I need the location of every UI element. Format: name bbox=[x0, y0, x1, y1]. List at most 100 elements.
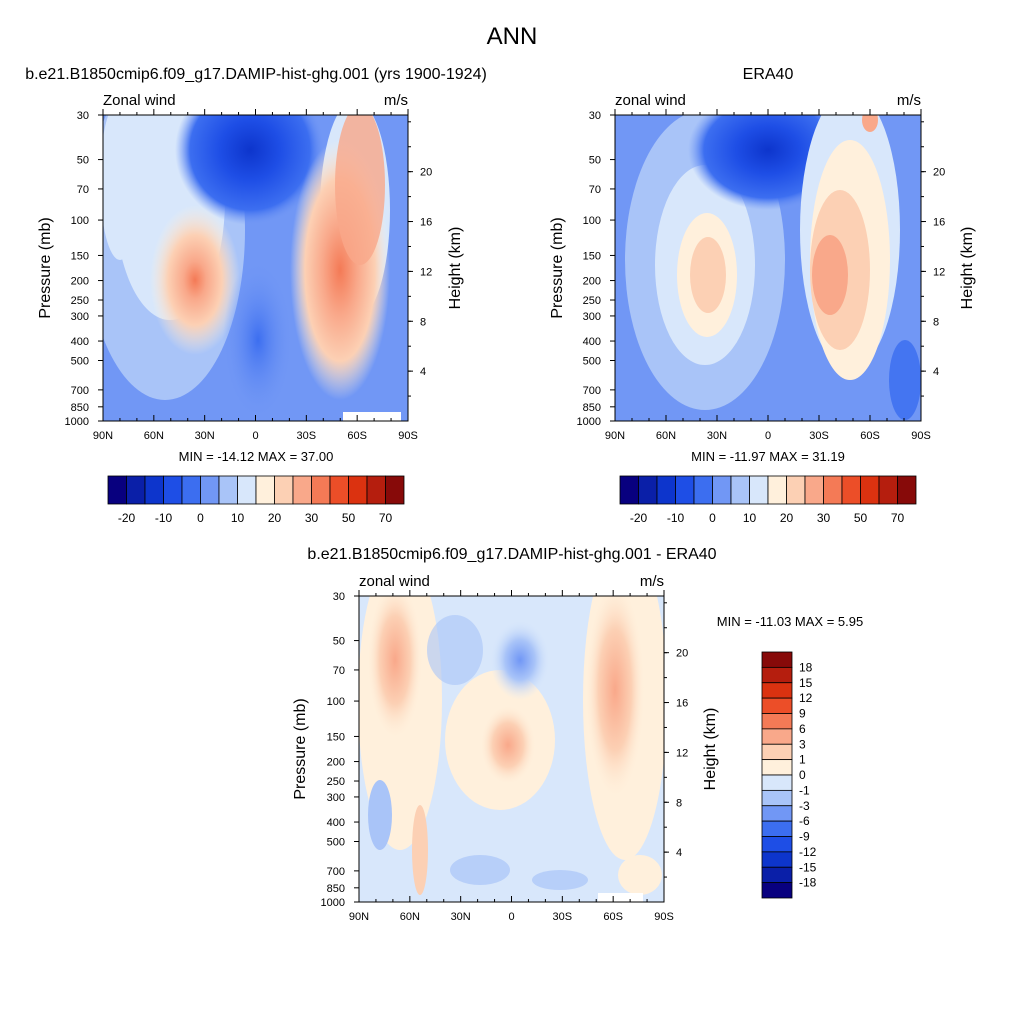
colorbar-swatch bbox=[761, 805, 793, 822]
y-tick-label: 200 bbox=[71, 276, 89, 288]
y-tick-label: 700 bbox=[583, 385, 601, 397]
colorbar-swatch bbox=[348, 475, 368, 505]
colorbar-label: 70 bbox=[379, 511, 393, 525]
y-tick-label: 150 bbox=[583, 250, 601, 262]
x-tick-label: 90S bbox=[654, 911, 674, 923]
y-tick-label: 700 bbox=[71, 385, 89, 397]
x-tick-label: 90N bbox=[605, 430, 625, 442]
x-tick-label: 30S bbox=[809, 430, 829, 442]
colorbar-swatch bbox=[693, 475, 713, 505]
colorbar-label: 12 bbox=[799, 691, 813, 705]
colorbar-swatch bbox=[841, 475, 861, 505]
y-tick-label: 500 bbox=[327, 837, 345, 849]
y2-tick-label: 4 bbox=[676, 847, 682, 859]
colorbar-label: 0 bbox=[197, 511, 204, 525]
colorbar-label: 30 bbox=[305, 511, 319, 525]
colorbar-swatch bbox=[804, 475, 824, 505]
x-tick-label: 60N bbox=[144, 430, 164, 442]
y-tick-label: 400 bbox=[583, 336, 601, 348]
panel-obs-y2-axis: 20 16 12 8 4 bbox=[921, 121, 945, 397]
colorbar-swatch bbox=[761, 759, 793, 776]
colorbar-label: -3 bbox=[799, 799, 810, 813]
colorbar-label: -20 bbox=[118, 511, 136, 525]
colorbar-swatch bbox=[181, 475, 201, 505]
y-tick-label: 1000 bbox=[65, 416, 89, 428]
y-tick-label: 250 bbox=[583, 295, 601, 307]
colorbar-swatch bbox=[761, 666, 793, 684]
panel-diff-title: b.e21.B1850cmip6.f09_g17.DAMIP-hist-ghg.… bbox=[307, 546, 716, 563]
panel-diff-y-axis: 30 50 70 100 150 200 250 300 400 500 700 850 1000 bbox=[321, 591, 359, 909]
panel-diff: b.e21.B1850cmip6.f09_g17.DAMIP-hist-ghg.… bbox=[292, 546, 863, 923]
x-tick-label: 90S bbox=[911, 430, 931, 442]
y-tick-label: 700 bbox=[327, 866, 345, 878]
panel-model: b.e21.B1850cmip6.f09_g17.DAMIP-hist-ghg.… bbox=[25, 66, 487, 525]
panel-diff-x-axis: 90N 60N 30N 0 30S 60S 90S bbox=[349, 590, 674, 923]
colorbar-label: 3 bbox=[799, 737, 806, 751]
y2-tick-label: 8 bbox=[933, 316, 939, 328]
panel-diff-ylabel: Pressure (mb) bbox=[292, 698, 309, 799]
colorbar-swatch bbox=[761, 820, 793, 837]
y-tick-label: 50 bbox=[333, 636, 345, 648]
panel-model-y2-axis: 20 16 12 8 4 bbox=[408, 121, 432, 397]
panel-diff-units: m/s bbox=[640, 573, 664, 590]
y-tick-label: 50 bbox=[77, 155, 89, 167]
colorbar-swatch bbox=[329, 475, 349, 505]
colorbar-swatch bbox=[255, 475, 275, 505]
panel-obs-field bbox=[615, 115, 921, 421]
y-tick-label: 70 bbox=[589, 184, 601, 196]
y2-tick-label: 16 bbox=[420, 217, 432, 229]
y-tick-label: 300 bbox=[583, 311, 601, 323]
colorbar-label: 9 bbox=[799, 707, 806, 721]
panel-diff-field bbox=[359, 596, 664, 902]
x-tick-label: 60N bbox=[656, 430, 676, 442]
y-tick-label: 400 bbox=[327, 817, 345, 829]
x-tick-label: 30S bbox=[553, 911, 573, 923]
y-tick-label: 850 bbox=[327, 883, 345, 895]
y-tick-label: 150 bbox=[327, 731, 345, 743]
panel-obs-x-axis: 90N 60N 30N 0 30S 60S 90S bbox=[605, 109, 931, 442]
panel-model-x-axis: 90N 60N 30N 0 30S 60S 90S bbox=[93, 109, 418, 442]
colorbar-swatch bbox=[761, 851, 793, 868]
colorbar-swatch bbox=[767, 475, 787, 505]
y2-tick-label: 8 bbox=[676, 797, 682, 809]
colorbar-swatch bbox=[761, 866, 793, 884]
colorbar-label: -10 bbox=[667, 511, 685, 525]
panel-model-units: m/s bbox=[384, 92, 408, 109]
colorbar-label: 50 bbox=[342, 511, 356, 525]
panel-obs-y2label: Height (km) bbox=[959, 227, 976, 310]
y2-tick-label: 12 bbox=[676, 747, 688, 759]
x-tick-label: 30N bbox=[451, 911, 471, 923]
y-tick-label: 1000 bbox=[321, 897, 345, 909]
colorbar-swatch bbox=[761, 651, 793, 668]
x-tick-label: 90N bbox=[349, 911, 369, 923]
y-tick-label: 500 bbox=[71, 356, 89, 368]
colorbar-swatch bbox=[761, 682, 793, 699]
colorbar-swatch bbox=[237, 475, 257, 505]
y-tick-label: 500 bbox=[583, 356, 601, 368]
colorbar-swatch bbox=[878, 475, 898, 505]
x-tick-label: 0 bbox=[252, 430, 258, 442]
y-tick-label: 30 bbox=[589, 110, 601, 122]
x-tick-label: 0 bbox=[765, 430, 771, 442]
x-tick-label: 30N bbox=[195, 430, 215, 442]
colorbar-swatch bbox=[311, 475, 331, 505]
colorbar-label: 6 bbox=[799, 722, 806, 736]
x-tick-label: 60N bbox=[400, 911, 420, 923]
colorbar-swatch bbox=[656, 475, 676, 505]
colorbar-swatch bbox=[761, 728, 793, 745]
colorbar-label: 18 bbox=[799, 660, 813, 674]
y-tick-label: 300 bbox=[71, 311, 89, 323]
colorbar-swatch bbox=[823, 475, 843, 505]
colorbar-swatch bbox=[761, 774, 793, 791]
colorbar-swatch bbox=[126, 475, 146, 505]
colorbar-label: -1 bbox=[799, 783, 810, 797]
y-tick-label: 100 bbox=[327, 696, 345, 708]
colorbar-swatch bbox=[761, 836, 793, 853]
y-tick-label: 300 bbox=[327, 792, 345, 804]
panel-model-ylabel: Pressure (mb) bbox=[37, 217, 54, 318]
colorbar-label: -15 bbox=[799, 860, 817, 874]
y2-tick-label: 16 bbox=[676, 698, 688, 710]
colorbar-swatch bbox=[292, 475, 312, 505]
